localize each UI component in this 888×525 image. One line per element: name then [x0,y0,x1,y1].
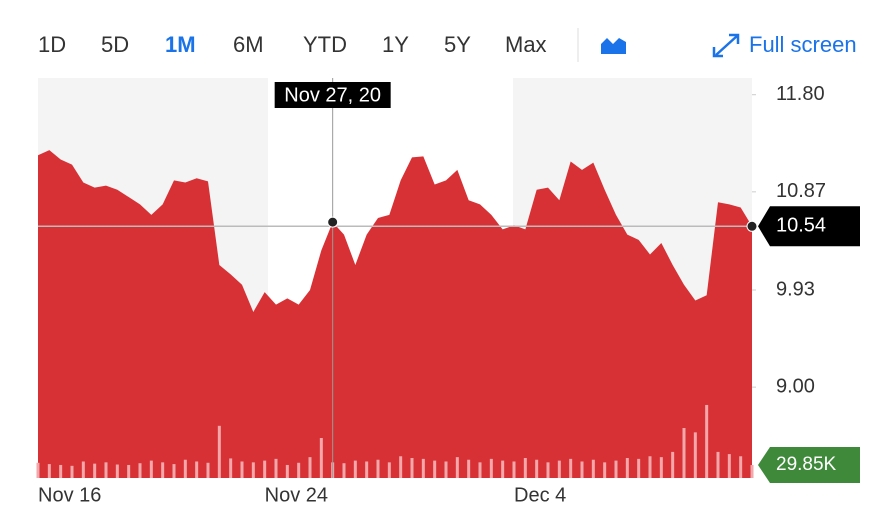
volume-bar [206,462,210,478]
volume-bar [433,460,437,478]
volume-bar [625,458,629,478]
volume-bar [387,462,391,478]
price-badge [758,206,860,247]
range-button[interactable]: 1M [165,32,196,57]
volume-bar [127,464,131,478]
volume-bar [149,460,153,478]
volume-bar [580,461,584,478]
volume-bar [104,462,108,478]
volume-bar [399,456,403,478]
volume-bar [70,465,74,478]
volume-bar [229,458,233,478]
current-price-dot [746,220,758,232]
volume-bar [251,462,255,478]
volume-bar [546,462,550,478]
volume-bar [603,462,607,478]
volume-bar [47,464,51,478]
range-button[interactable]: 5Y [444,32,471,57]
volume-bar [410,458,414,478]
volume-bar [637,458,641,478]
range-button[interactable]: Max [505,32,547,57]
volume-bar [467,459,471,478]
volume-bar [195,461,199,478]
range-button[interactable]: 1Y [382,32,409,57]
volume-bar [217,425,221,478]
volume-bar [671,451,675,478]
volume-bar [727,454,731,478]
volume-bar [455,457,459,478]
x-tick-label: Nov 24 [265,484,328,506]
volume-bar [59,464,63,478]
volume-bar [81,461,85,478]
range-button[interactable]: 6M [233,32,264,57]
volume-bar [263,460,267,478]
volume-bar [523,458,527,478]
volume-bar [444,461,448,478]
volume-bar [421,458,425,478]
volume-bar [705,404,709,478]
volume-bar [614,460,618,478]
volume-bar [172,464,176,478]
fullscreen-icon[interactable] [712,33,740,58]
volume-bar [308,457,312,478]
volume-bar [161,462,165,478]
volume-bar [285,464,289,478]
volume-bar [501,460,505,478]
volume-bar [319,438,323,478]
current-price: 10.54 [776,215,826,237]
volume-bar [659,457,663,478]
volume-bar [682,428,686,478]
volume-bar [240,461,244,478]
x-tick-label: Dec 4 [514,484,566,506]
volume-bar [353,460,357,478]
volume-bar [342,463,346,478]
volume-bar [693,432,697,478]
volume-bar [478,462,482,478]
volume-bar [297,462,301,478]
price-area [38,150,752,478]
range-button[interactable]: 1D [38,32,66,57]
volume-bar [750,465,754,478]
volume-bar [376,459,380,478]
volume-bar [535,459,539,478]
volume-bar [36,462,40,478]
y-tick-label: 10.87 [776,180,826,202]
volume-bar [557,460,561,478]
y-tick-label: 11.80 [776,83,825,105]
x-tick-label: Nov 16 [38,484,101,506]
volume-badge [758,447,860,484]
volume-bar [569,458,573,478]
volume-bar [93,463,97,478]
crosshair-label-box [274,82,391,108]
volume-bar [716,451,720,478]
chart-type-icon[interactable] [601,38,626,54]
volume-bar [739,456,743,478]
crosshair-dot [327,216,339,228]
fullscreen[interactable]: Full screen [749,32,857,57]
volume-bar [512,461,516,478]
range-button[interactable]: YTD [303,32,347,57]
volume-bar [648,456,652,478]
volume-bar [183,459,187,478]
volume-bar [489,458,493,478]
y-tick-label: 9.00 [776,375,815,397]
volume-bar [138,463,142,478]
volume-bar [365,461,369,478]
volume-bar [115,464,119,478]
volume-bar [274,458,278,478]
current-volume: 29.85K [776,454,837,475]
volume-bar [591,459,595,478]
crosshair-label: Nov 27, 20 [284,84,381,106]
range-button[interactable]: 5D [101,32,129,57]
y-tick-label: 9.93 [776,278,815,300]
